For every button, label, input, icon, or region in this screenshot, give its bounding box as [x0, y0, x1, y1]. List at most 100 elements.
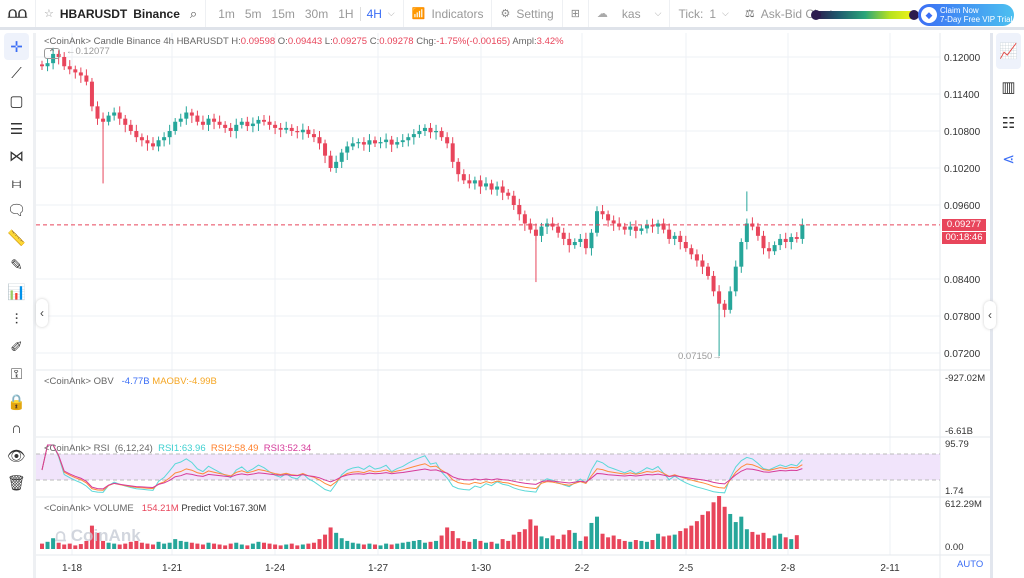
- price-range-icon[interactable]: ⫶: [14, 311, 19, 329]
- collapse-right-button[interactable]: ‹: [984, 301, 996, 329]
- candle-body: [145, 140, 150, 144]
- chart-icon[interactable]: 📈: [996, 33, 1021, 69]
- setting-button[interactable]: ⚙ Setting: [492, 0, 563, 27]
- crosshair-icon[interactable]: ✛: [4, 33, 29, 61]
- timeframe-group: 1m 5m 15m 30m 1H 4H ⌵: [206, 0, 404, 27]
- candle-body: [622, 226, 627, 230]
- candle-body: [334, 161, 339, 168]
- volume-bar: [595, 516, 599, 549]
- auto-scale-button[interactable]: AUTO: [957, 559, 984, 570]
- volume-bar: [189, 542, 194, 549]
- volume-bar: [461, 540, 466, 549]
- cluster-icon: ⚖: [744, 8, 755, 20]
- volume-bar: [717, 496, 722, 549]
- candle-body: [467, 180, 472, 184]
- candle-body: [739, 242, 744, 267]
- volume-bar: [467, 541, 472, 549]
- volume-bar: [78, 544, 83, 549]
- comment-icon[interactable]: 🗨: [6, 202, 27, 220]
- rsi2-value: RSI2:58.49: [210, 443, 259, 454]
- trash-icon[interactable]: 🗑: [6, 475, 27, 493]
- volume-bar: [151, 544, 155, 549]
- lock-icon[interactable]: 🔒: [7, 393, 26, 411]
- timeframe-30m[interactable]: 30m: [304, 6, 329, 21]
- chevron-down-icon[interactable]: ⌵: [387, 8, 395, 18]
- favorite-star-icon[interactable]: ☆: [44, 8, 54, 20]
- candle-body: [84, 75, 89, 82]
- volume-bar: [195, 543, 200, 549]
- volume-bar: [173, 539, 178, 549]
- rectangle-icon[interactable]: ▢: [9, 93, 24, 111]
- timeframe-5m[interactable]: 5m: [244, 6, 262, 21]
- volume-bar: [273, 544, 278, 549]
- candle-body: [267, 121, 272, 125]
- symbol-name: HBARUSDT: [59, 6, 128, 21]
- candle-body: [694, 254, 699, 261]
- volume-bar: [445, 527, 450, 549]
- collapse-left-button[interactable]: ‹: [36, 299, 48, 327]
- volume-bar: [511, 534, 516, 549]
- volume-bar: [484, 542, 488, 549]
- volume-bar: [744, 529, 749, 549]
- layout-selector[interactable]: ☁ kas ⌵: [589, 0, 671, 27]
- coinank-logo[interactable]: ⩍⩍: [0, 0, 36, 27]
- volume-bar: [395, 543, 400, 549]
- candle-body: [384, 139, 389, 143]
- timeframe-15m[interactable]: 15m: [271, 6, 295, 21]
- timeframe-1m[interactable]: 1m: [218, 6, 235, 21]
- timeframe-4h[interactable]: 4H: [359, 6, 386, 21]
- volume-bar: [311, 542, 316, 549]
- volume-bar: [528, 519, 533, 549]
- heatmap-color-slider[interactable]: [811, 10, 919, 20]
- pattern-icon[interactable]: ⋈: [9, 147, 24, 165]
- volume-bar: [439, 535, 444, 549]
- candle-body: [328, 155, 333, 168]
- candle-body: [262, 119, 266, 122]
- fib-icon[interactable]: ⧦: [11, 174, 22, 192]
- ruler-icon[interactable]: 📏: [7, 229, 26, 247]
- brush-icon[interactable]: ✎: [10, 257, 23, 275]
- chevron-down-icon: ⌵: [654, 8, 662, 18]
- tick-selector[interactable]: Tick: 1 ⌵: [670, 0, 736, 27]
- search-icon[interactable]: ⌕: [189, 5, 198, 21]
- volume-bar: [434, 540, 439, 549]
- volume-bar: [389, 544, 394, 549]
- vip-trial-button[interactable]: ◆ Claim Now 7-Day Free VIP Trial: [918, 4, 1014, 26]
- symbol-selector[interactable]: ☆ HBARUSDT Binance ⌕: [36, 0, 207, 27]
- list-icon[interactable]: ☷: [1001, 115, 1016, 132]
- candle-body: [250, 123, 255, 127]
- volume-bar: [533, 525, 538, 549]
- trend-line-icon[interactable]: ⟋: [11, 65, 22, 83]
- rsi-band: [36, 454, 940, 480]
- lock-draw-icon[interactable]: ⚿: [10, 365, 23, 383]
- magnet-icon[interactable]: ∩: [11, 420, 22, 438]
- pencil-icon[interactable]: ✐: [10, 338, 23, 356]
- eye-icon[interactable]: 👁: [6, 448, 27, 466]
- collapse-legend-button[interactable]: ⌃: [44, 48, 60, 59]
- candle-body: [600, 211, 605, 215]
- candle-body: [367, 140, 372, 145]
- volume-bar: [428, 541, 433, 549]
- layout-grid-button[interactable]: ⊞: [563, 0, 589, 27]
- volume-bar: [667, 535, 672, 549]
- share-icon[interactable]: ⋖: [1002, 151, 1015, 168]
- chart-canvas[interactable]: 1-18 1-21 1-24 1-27 1-30 2-2 2-5 2-8 2-11 0.12000…: [36, 33, 990, 578]
- volume-bar: [495, 543, 500, 549]
- volume-bar: [767, 538, 772, 549]
- price-tick-label: 0.11400: [944, 90, 980, 101]
- candle-body: [644, 224, 649, 229]
- indicators-button[interactable]: 📶 Indicators: [404, 0, 493, 27]
- candle-body: [683, 242, 688, 249]
- timeframe-1h[interactable]: 1H: [338, 6, 354, 21]
- volume-bar: [245, 545, 250, 549]
- bars-icon[interactable]: ▥: [1001, 79, 1016, 96]
- horizontal-lines-icon[interactable]: ☰: [9, 120, 24, 138]
- candle-body: [789, 237, 794, 242]
- candle-body: [184, 112, 189, 119]
- candle-body: [273, 124, 278, 128]
- volume-bar: [62, 544, 67, 549]
- candle-body: [278, 127, 283, 130]
- rsi1-line: [41, 444, 803, 494]
- candle-body: [400, 140, 405, 143]
- bar-chart-icon[interactable]: 📊: [7, 284, 26, 302]
